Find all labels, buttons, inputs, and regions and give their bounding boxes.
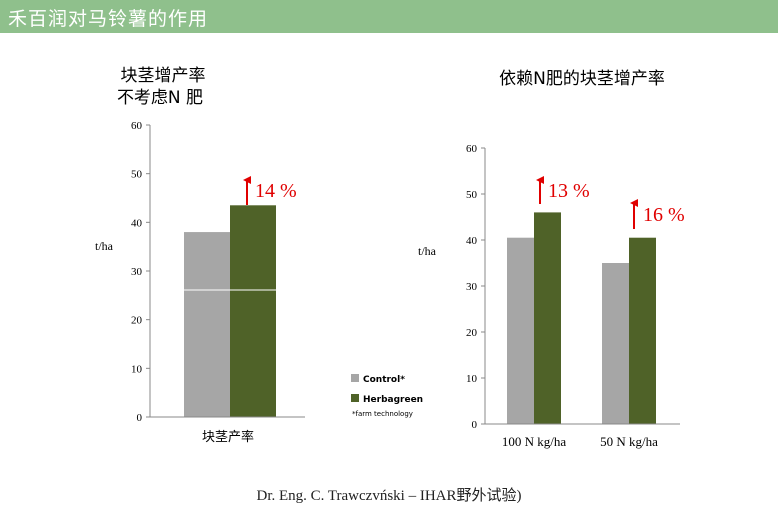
bar-control: [602, 263, 629, 424]
y-tick-label: 60: [131, 120, 143, 132]
chart-left-title: 块茎增产率: [121, 66, 206, 86]
header-bar: 禾百润对马铃薯的作用: [0, 0, 778, 33]
chart-left-ylabel: t/ha: [95, 239, 114, 253]
legend-swatch-control: [351, 374, 359, 382]
legend-label-control: Control*: [363, 375, 405, 385]
bar-herbagreen: [534, 212, 561, 424]
chart-right-category-50: 50 N kg/ha: [600, 434, 658, 449]
chart-right: 依赖N肥的块茎增产率 t/ha 0 10 20 30 40 50 60 100 N kg/h…: [418, 69, 685, 449]
chart-right-category-100: 100 N kg/ha: [502, 434, 567, 449]
legend-swatch-herbagreen: [351, 394, 359, 402]
y-tick-label: 10: [131, 363, 143, 375]
page-title: 禾百润对马铃薯的作用: [8, 8, 209, 30]
chart-left-bars: [184, 205, 276, 417]
y-tick-label: 40: [466, 235, 478, 247]
y-tick-label: 0: [472, 419, 478, 431]
y-tick-label: 50: [131, 169, 143, 181]
bar-control: [184, 232, 230, 417]
citation: Dr. Eng. C. Trawczvński – IHAR野外试验): [256, 488, 522, 504]
chart-left-ticks: 0 10 20 30 40 50 60: [131, 120, 150, 424]
bar-herbagreen: [230, 205, 276, 417]
bar-control: [507, 237, 534, 424]
chart-right-ylabel: t/ha: [418, 244, 437, 258]
chart-right-title: 依赖N肥的块茎增产率: [499, 69, 665, 89]
chart-left: 块茎增产率 不考虑N 肥 t/ha 0 10 20 30 40 50 60 块茎产率 14 …: [95, 66, 305, 445]
chart-right-increase-label-2: 16 %: [643, 204, 685, 226]
chart-right-ticks: 0 10 20 30 40 50 60: [466, 143, 485, 431]
y-tick-label: 40: [131, 217, 143, 229]
chart-left-subtitle: 不考虑N 肥: [117, 88, 203, 108]
y-tick-label: 30: [466, 281, 478, 293]
chart-right-bars: [507, 212, 656, 424]
legend-note: *farm technology: [352, 410, 413, 418]
y-tick-label: 20: [131, 315, 143, 327]
chart-left-increase-label: 14 %: [255, 180, 297, 202]
y-tick-label: 0: [137, 412, 143, 424]
bar-herbagreen: [629, 237, 656, 424]
legend: Control* Herbagreen *farm technology: [351, 374, 423, 418]
y-tick-label: 60: [466, 143, 478, 155]
chart-right-increase-label-1: 13 %: [548, 180, 590, 202]
legend-label-herbagreen: Herbagreen: [363, 395, 423, 405]
y-tick-label: 30: [131, 266, 143, 278]
chart-left-category: 块茎产率: [202, 429, 254, 445]
y-tick-label: 20: [466, 327, 478, 339]
y-tick-label: 10: [466, 373, 478, 385]
y-tick-label: 50: [466, 189, 478, 201]
